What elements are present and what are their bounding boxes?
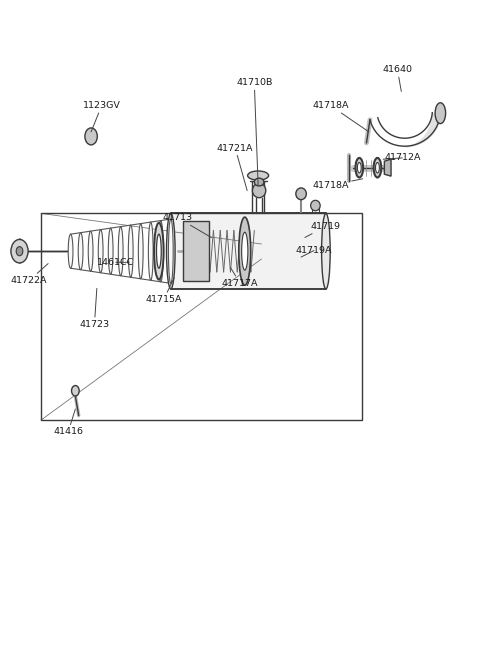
Ellipse shape	[296, 188, 306, 200]
Ellipse shape	[254, 178, 264, 186]
Bar	[183, 221, 209, 282]
Text: 1461CC: 1461CC	[97, 258, 134, 267]
Ellipse shape	[78, 233, 83, 270]
Ellipse shape	[373, 158, 381, 178]
Ellipse shape	[322, 214, 330, 289]
Ellipse shape	[138, 223, 143, 279]
Ellipse shape	[239, 217, 251, 285]
Text: 41723: 41723	[79, 288, 109, 329]
Ellipse shape	[168, 219, 173, 284]
Ellipse shape	[248, 171, 269, 180]
Circle shape	[85, 128, 97, 145]
Ellipse shape	[156, 234, 161, 268]
Circle shape	[72, 386, 79, 396]
Ellipse shape	[356, 158, 363, 178]
Polygon shape	[384, 159, 391, 176]
Text: 41717A: 41717A	[222, 267, 258, 288]
Text: 41718A: 41718A	[312, 179, 363, 190]
Text: 41718A: 41718A	[312, 102, 369, 132]
Ellipse shape	[68, 234, 73, 268]
Text: 41719A: 41719A	[296, 246, 332, 257]
Ellipse shape	[435, 103, 445, 124]
Ellipse shape	[252, 183, 266, 198]
Ellipse shape	[118, 227, 123, 276]
Ellipse shape	[167, 214, 175, 289]
Bar	[41, 214, 362, 420]
Text: 41715A: 41715A	[145, 278, 182, 304]
Ellipse shape	[158, 221, 163, 282]
Text: 41710B: 41710B	[236, 79, 273, 185]
Text: 41640: 41640	[383, 66, 412, 92]
Text: 41416: 41416	[53, 409, 83, 436]
Text: 41712A: 41712A	[383, 153, 420, 162]
Text: 41721A: 41721A	[217, 143, 253, 191]
Text: 41722A: 41722A	[11, 263, 48, 285]
Ellipse shape	[108, 228, 113, 274]
Text: 41713: 41713	[163, 214, 211, 238]
Ellipse shape	[358, 162, 361, 173]
Circle shape	[11, 240, 28, 263]
Ellipse shape	[241, 233, 248, 270]
Ellipse shape	[128, 225, 133, 277]
Ellipse shape	[375, 162, 379, 173]
Bar	[171, 214, 326, 289]
Ellipse shape	[98, 230, 103, 272]
Text: 1123GV: 1123GV	[83, 102, 120, 132]
Ellipse shape	[88, 231, 93, 271]
Circle shape	[16, 247, 23, 255]
Ellipse shape	[154, 223, 164, 280]
Ellipse shape	[148, 222, 153, 280]
Text: 41719: 41719	[305, 222, 341, 238]
Ellipse shape	[311, 200, 320, 211]
